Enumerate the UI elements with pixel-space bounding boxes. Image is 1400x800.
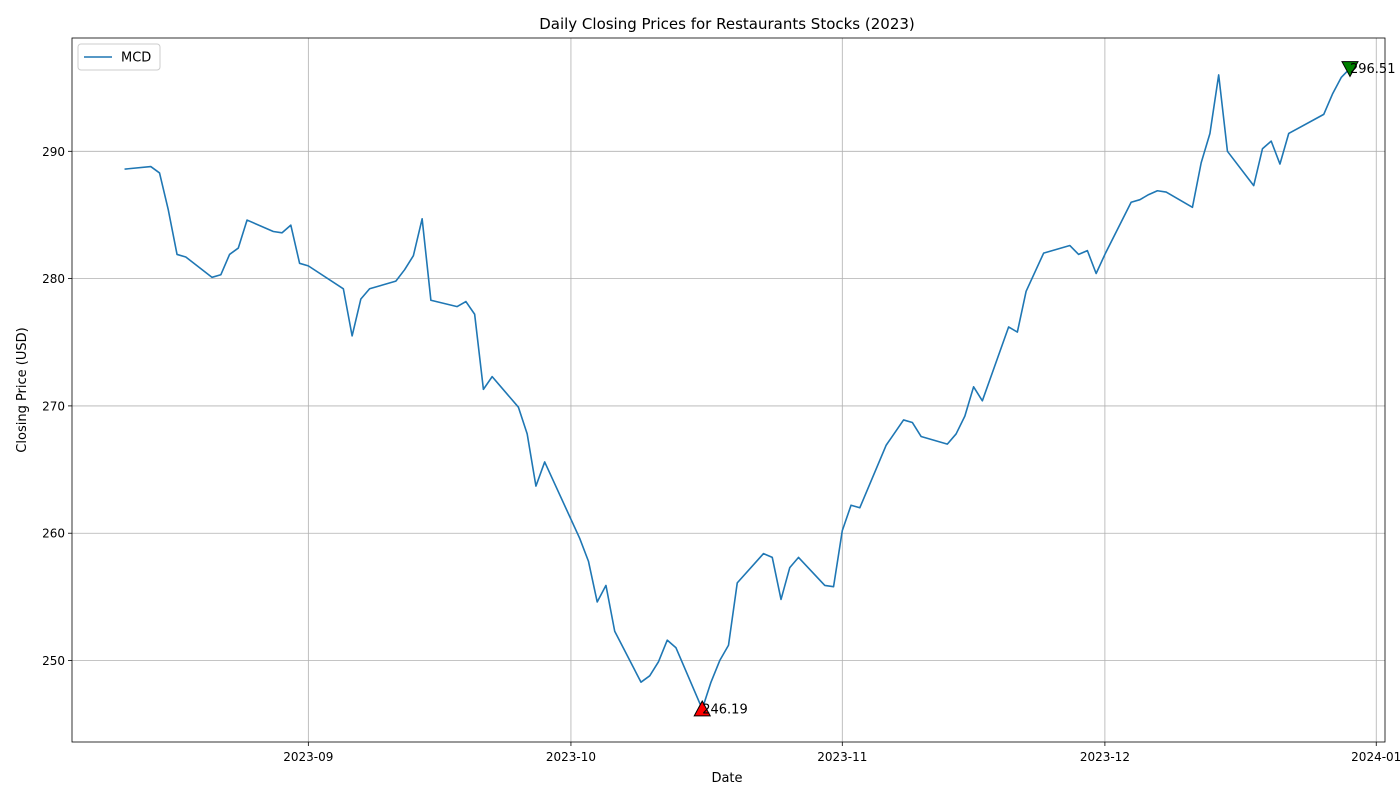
x-tick-label: 2024-01 — [1351, 750, 1400, 764]
min-marker — [693, 699, 712, 717]
y-tick-label: 270 — [42, 399, 65, 413]
series-line-mcd — [124, 67, 1351, 710]
y-axis-ticks: 250 260 270 280 290 — [42, 145, 72, 668]
x-tick-label: 2023-09 — [283, 750, 333, 764]
grid-lines — [72, 38, 1385, 742]
legend-box — [77, 43, 161, 71]
chart-title: Daily Closing Prices for Restaurants Sto… — [539, 15, 915, 33]
x-tick-label: 2023-11 — [817, 750, 867, 764]
x-tick-label: 2023-12 — [1080, 750, 1130, 764]
plot-frame — [71, 37, 1386, 743]
max-marker — [1341, 61, 1359, 78]
legend-label-mcd: MCD — [121, 51, 151, 66]
y-tick-label: 290 — [42, 145, 65, 159]
y-axis-label: Closing Price (USD) — [15, 327, 30, 452]
min-annotation-label: 246.19 — [702, 703, 748, 718]
y-tick-label: 260 — [42, 527, 65, 541]
annotations: 246.19 296.51 — [693, 61, 1396, 718]
series-layer — [124, 67, 1351, 710]
y-tick-label: 280 — [42, 272, 65, 286]
x-tick-label: 2023-10 — [546, 750, 596, 764]
y-tick-label: 250 — [42, 654, 65, 668]
max-annotation-label: 296.51 — [1350, 62, 1396, 77]
x-axis-ticks: 2023-09 2023-10 2023-11 2023-12 2024-01 — [283, 742, 1400, 764]
legend: MCD — [77, 43, 161, 71]
x-axis-label: Date — [711, 771, 742, 786]
